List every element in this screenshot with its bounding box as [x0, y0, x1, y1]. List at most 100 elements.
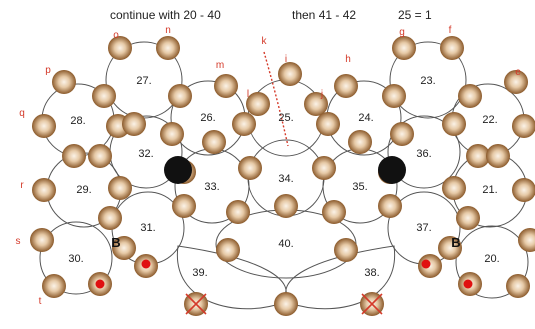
bead — [160, 122, 184, 146]
bead — [390, 122, 414, 146]
instruction-text-1: continue with 20 - 40 — [110, 8, 221, 22]
bead — [322, 200, 346, 224]
bead — [506, 274, 530, 298]
bead — [382, 84, 406, 108]
bead — [518, 228, 535, 252]
bead — [304, 92, 328, 116]
ring-label-27: 27. — [136, 75, 151, 87]
letter-m: m — [216, 60, 224, 71]
cross-mark — [185, 293, 207, 315]
bead — [348, 130, 372, 154]
ring-label-33: 33. — [204, 181, 219, 193]
bead — [442, 176, 466, 200]
bead — [42, 274, 66, 298]
bead — [216, 238, 240, 262]
black-bead-left — [164, 156, 192, 184]
b-label-left: B — [111, 235, 120, 250]
letter-o: o — [113, 30, 119, 41]
bead — [122, 112, 146, 136]
bead — [274, 292, 298, 316]
ring-label-34: 34. — [278, 173, 293, 185]
ring-30-outline — [39, 221, 113, 295]
instruction-text-3: 25 = 1 — [398, 8, 432, 22]
red-dot — [141, 259, 151, 269]
ring-label-36: 36. — [416, 148, 431, 160]
bead — [62, 144, 86, 168]
bead — [486, 144, 510, 168]
ring-label-28: 28. — [70, 115, 85, 127]
bead — [442, 112, 466, 136]
ring-label-22: 22. — [482, 114, 497, 126]
bead — [202, 130, 226, 154]
ring-36-outline — [387, 115, 461, 189]
bead — [438, 236, 462, 260]
ring-label-24: 24. — [358, 112, 373, 124]
red-dot — [95, 279, 105, 289]
ring-label-23: 23. — [420, 75, 435, 87]
bead — [312, 156, 336, 180]
letter-s: s — [16, 236, 21, 247]
bead — [512, 114, 535, 138]
bead — [246, 92, 270, 116]
letter-q: q — [19, 108, 25, 119]
letter-g: g — [399, 27, 405, 38]
ring-label-39: 39. — [192, 267, 207, 279]
bead — [466, 144, 490, 168]
bead — [238, 156, 262, 180]
bead — [278, 62, 302, 86]
bead — [32, 114, 56, 138]
bead — [30, 228, 54, 252]
cross-mark — [361, 293, 383, 315]
red-dot — [463, 279, 473, 289]
bead — [112, 236, 136, 260]
bead — [98, 206, 122, 230]
ring-label-38: 38. — [364, 267, 379, 279]
thread-path — [263, 51, 289, 147]
instruction-text-2: then 41 - 42 — [292, 8, 356, 22]
bead — [316, 112, 340, 136]
bead — [214, 74, 238, 98]
b-label-right: B — [451, 235, 460, 250]
letter-e: e — [515, 67, 521, 78]
letter-i: i — [285, 54, 287, 65]
bead — [232, 112, 256, 136]
ring-label-40: 40. — [278, 238, 293, 250]
ring-23-outline — [389, 41, 467, 119]
letter-l: l — [247, 89, 249, 100]
red-dot — [421, 259, 431, 269]
ring-label-32: 32. — [138, 148, 153, 160]
black-bead-right — [378, 156, 406, 184]
bead — [274, 194, 298, 218]
letter-h: h — [345, 54, 351, 65]
bead — [172, 194, 196, 218]
ring-label-26: 26. — [200, 112, 215, 124]
bead — [334, 238, 358, 262]
bead — [226, 200, 250, 224]
ring-label-29: 29. — [76, 184, 91, 196]
letter-k: k — [262, 36, 268, 47]
bead — [456, 206, 480, 230]
ring-label-25: 25. — [278, 112, 293, 124]
letter-f: f — [449, 25, 452, 36]
ring-label-21: 21. — [482, 184, 497, 196]
ring-label-37: 37. — [416, 222, 431, 234]
bead — [504, 70, 528, 94]
ring-label-20: 20. — [484, 253, 499, 265]
letter-j: j — [320, 89, 323, 100]
bead — [168, 84, 192, 108]
ring-label-31: 31. — [140, 222, 155, 234]
letter-n: n — [165, 25, 171, 36]
bead — [108, 176, 132, 200]
bead — [52, 70, 76, 94]
bead — [512, 178, 535, 202]
ring-label-30: 30. — [68, 253, 83, 265]
bead — [156, 36, 180, 60]
bead — [334, 74, 358, 98]
letter-p: p — [45, 65, 51, 76]
bead — [32, 178, 56, 202]
bead — [378, 194, 402, 218]
letter-t: t — [39, 296, 42, 307]
bead — [458, 84, 482, 108]
